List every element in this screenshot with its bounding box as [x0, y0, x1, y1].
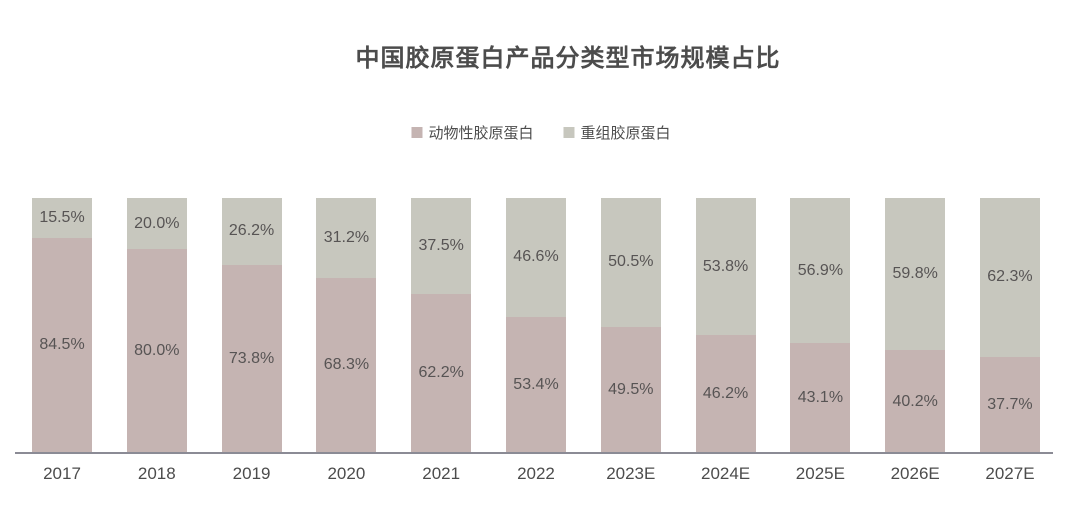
x-axis-label: 2018 [137, 464, 176, 483]
x-axis-label: 2025E [795, 464, 845, 483]
segment-animal: 40.2% [885, 350, 946, 453]
segment-label-animal: 37.7% [987, 395, 1033, 413]
stacked-bar: 46.6% 53.4% 2022 [505, 198, 566, 483]
legend-label-recombinant: 重组胶原蛋白 [580, 125, 671, 142]
segment-animal: 49.5% [600, 326, 661, 453]
legend-swatch-animal-icon [411, 127, 423, 138]
x-axis-label: 2023E [606, 464, 656, 483]
segment-label-recombinant: 31.2% [323, 228, 370, 246]
stacked-bar: 26.2% 73.8% 2019 [221, 198, 282, 483]
segment-label-recombinant: 62.3% [987, 268, 1033, 286]
segment-animal: 80.0% [126, 249, 187, 453]
segment-label-animal: 62.2% [418, 364, 464, 382]
stacked-bar: 20.0% 80.0% 2018 [126, 198, 187, 483]
x-axis-line [15, 452, 1053, 454]
segment-recombinant: 46.6% [505, 198, 566, 317]
segment-recombinant: 62.3% [979, 198, 1040, 357]
segment-recombinant: 31.2% [316, 198, 377, 278]
segment-label-animal: 53.4% [513, 375, 559, 393]
segment-label-recombinant: 20.0% [134, 214, 180, 232]
segment-recombinant: 56.9% [790, 198, 851, 344]
legend-label-animal: 动物性胶原蛋白 [428, 125, 534, 142]
segment-label-recombinant: 37.5% [418, 236, 464, 254]
segment-label-animal: 68.3% [323, 356, 370, 374]
segment-animal: 37.7% [979, 356, 1040, 453]
segment-recombinant: 15.5% [32, 198, 92, 238]
segment-animal: 43.1% [790, 343, 851, 453]
legend-item-animal: 动物性胶原蛋白 [411, 122, 534, 143]
segment-label-animal: 73.8% [228, 349, 275, 367]
segment-animal: 62.2% [411, 293, 472, 453]
x-axis-label: 2020 [327, 464, 366, 483]
x-axis-label: 2027E [985, 464, 1035, 483]
x-axis-label: 2024E [700, 464, 751, 483]
segment-label-recombinant: 46.6% [513, 248, 559, 266]
x-axis-label: 2021 [422, 464, 461, 483]
bars-container: 15.5% 84.5% 2017 20.0% 80.0% 2018 26.2% … [32, 198, 1040, 483]
x-axis-label: 2019 [232, 464, 271, 483]
segment-recombinant: 59.8% [885, 198, 946, 351]
segment-label-animal: 84.5% [39, 336, 85, 354]
stacked-bar: 62.3% 37.7% 2027E [979, 198, 1040, 483]
segment-label-recombinant: 15.5% [39, 208, 85, 226]
chart-title: 中国胶原蛋白产品分类型市场规模占比 [355, 45, 781, 72]
stacked-bar: 59.8% 40.2% 2026E [885, 198, 946, 483]
segment-label-recombinant: 50.5% [608, 253, 654, 271]
stacked-bar: 53.8% 46.2% 2024E [695, 198, 756, 483]
segment-label-animal: 80.0% [134, 342, 180, 359]
stacked-bar: 31.2% 68.3% 2020 [316, 198, 377, 483]
x-axis-label: 2017 [43, 464, 81, 483]
x-axis-label: 2026E [890, 464, 940, 483]
segment-label-animal: 40.2% [892, 392, 938, 410]
segment-label-animal: 46.2% [702, 385, 749, 403]
segment-recombinant: 37.5% [411, 198, 472, 294]
segment-label-recombinant: 59.8% [892, 265, 938, 283]
segment-label-recombinant: 53.8% [702, 257, 749, 275]
segment-label-animal: 43.1% [797, 389, 844, 407]
segment-label-recombinant: 56.9% [797, 261, 844, 279]
segment-recombinant: 20.0% [126, 198, 187, 249]
stacked-bar: 50.5% 49.5% 2023E [600, 198, 661, 483]
segment-recombinant: 53.8% [695, 198, 756, 336]
segment-animal: 73.8% [221, 264, 282, 453]
segment-label-recombinant: 26.2% [228, 222, 275, 240]
stacked-bar: 15.5% 84.5% 2017 [32, 198, 92, 483]
segment-animal: 84.5% [32, 237, 92, 453]
legend-swatch-recombinant-icon [563, 127, 575, 138]
segment-animal: 68.3% [316, 277, 377, 453]
segment-recombinant: 50.5% [600, 198, 661, 327]
segment-recombinant: 26.2% [221, 198, 282, 265]
segment-animal: 53.4% [505, 316, 566, 453]
segment-animal: 46.2% [695, 335, 756, 453]
x-axis-label: 2022 [517, 464, 555, 483]
stacked-bar: 56.9% 43.1% 2025E [790, 198, 851, 483]
legend: 动物性胶原蛋白 重组胶原蛋白 [411, 122, 671, 143]
stacked-bar: 37.5% 62.2% 2021 [411, 198, 472, 483]
legend-item-recombinant: 重组胶原蛋白 [563, 122, 671, 143]
segment-label-animal: 49.5% [608, 380, 654, 398]
